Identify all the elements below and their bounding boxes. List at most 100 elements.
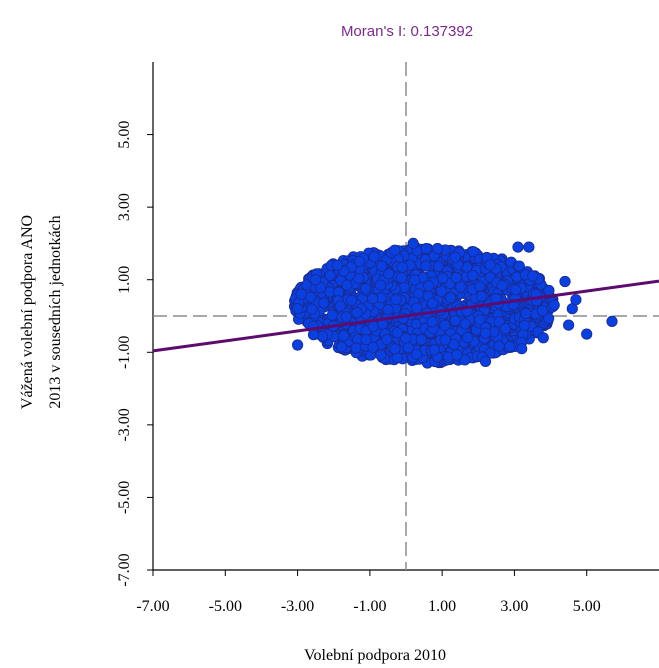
data-point bbox=[367, 320, 379, 332]
y-tick-label: -7.00 bbox=[116, 553, 133, 586]
data-point bbox=[366, 292, 379, 305]
data-point bbox=[513, 260, 525, 272]
data-point bbox=[408, 274, 421, 286]
data-point-outlier bbox=[537, 332, 549, 344]
data-point-outlier bbox=[523, 241, 535, 253]
data-point bbox=[395, 271, 408, 284]
data-point bbox=[439, 319, 451, 331]
data-point-outlier bbox=[570, 294, 582, 306]
data-point bbox=[479, 327, 492, 339]
data-point bbox=[382, 303, 394, 316]
data-point bbox=[331, 259, 343, 271]
data-point bbox=[396, 261, 408, 273]
data-point bbox=[350, 342, 362, 354]
data-point bbox=[467, 246, 479, 258]
data-points bbox=[288, 237, 618, 369]
data-point bbox=[324, 269, 336, 281]
data-point-outlier bbox=[479, 355, 492, 367]
data-point bbox=[402, 342, 414, 354]
data-point bbox=[542, 312, 555, 325]
data-point bbox=[318, 297, 330, 309]
data-point bbox=[449, 251, 461, 263]
data-point bbox=[426, 297, 439, 309]
data-point bbox=[527, 270, 539, 282]
y-tick-label: 1.00 bbox=[116, 266, 133, 294]
data-point bbox=[496, 279, 508, 292]
data-point bbox=[304, 291, 317, 303]
data-point bbox=[368, 251, 380, 263]
y-axis-label: Vážená volební podpora ANO 2013 v soused… bbox=[19, 215, 64, 409]
data-point bbox=[475, 290, 488, 302]
data-point-outlier bbox=[295, 288, 307, 300]
data-point-outlier bbox=[291, 339, 304, 351]
data-point bbox=[439, 334, 451, 346]
data-point bbox=[435, 285, 447, 297]
x-tick-label: -1.00 bbox=[353, 598, 386, 615]
data-point bbox=[459, 318, 471, 330]
data-point-outlier bbox=[548, 299, 560, 311]
data-point bbox=[345, 294, 358, 306]
data-point-outlier bbox=[291, 303, 304, 315]
data-point bbox=[437, 272, 449, 284]
data-point bbox=[499, 322, 511, 335]
x-tick-label: 3.00 bbox=[500, 598, 528, 615]
data-point-outlier bbox=[581, 328, 593, 340]
data-point bbox=[509, 284, 522, 296]
data-point bbox=[543, 284, 555, 297]
data-point bbox=[474, 314, 486, 326]
data-point bbox=[353, 255, 365, 267]
data-point bbox=[367, 341, 379, 353]
data-point-outlier bbox=[309, 274, 322, 286]
data-point-outlier bbox=[562, 319, 575, 331]
data-point bbox=[504, 340, 516, 353]
y-axis-label-line-1: Vážená volební podpora ANO bbox=[19, 215, 36, 409]
data-point bbox=[390, 293, 402, 306]
data-point bbox=[376, 260, 388, 272]
data-point bbox=[389, 343, 401, 355]
data-point bbox=[351, 306, 363, 319]
data-point bbox=[326, 309, 338, 321]
data-point bbox=[338, 330, 350, 342]
data-point bbox=[466, 269, 479, 282]
x-axis-ticks: -7.00 -5.00 -3.00 -1.00 1.00 3.00 5.00 bbox=[136, 570, 601, 615]
data-point bbox=[334, 300, 346, 312]
data-point bbox=[432, 260, 444, 272]
data-point bbox=[306, 303, 318, 315]
data-point bbox=[448, 338, 460, 351]
data-point-outlier bbox=[559, 275, 571, 288]
data-point bbox=[307, 329, 320, 341]
data-point bbox=[444, 292, 457, 304]
chart-title: Moran's I: 0.137392 bbox=[341, 23, 473, 40]
y-axis-ticks: -7.00 -5.00 -3.00 -1.00 1.00 3.00 5.00 bbox=[116, 121, 153, 587]
data-point-outlier bbox=[516, 343, 528, 355]
x-tick-label: 1.00 bbox=[428, 598, 456, 615]
data-point bbox=[420, 243, 432, 255]
y-tick-label: 3.00 bbox=[116, 193, 133, 221]
data-point bbox=[450, 271, 462, 284]
data-point bbox=[374, 279, 387, 291]
data-point bbox=[340, 311, 352, 323]
y-axis-label-line-2: 2013 v sousedních jednotkách bbox=[47, 215, 64, 408]
data-point bbox=[493, 340, 505, 352]
data-point bbox=[415, 333, 427, 346]
y-tick-label: -3.00 bbox=[116, 408, 133, 441]
x-tick-label: -3.00 bbox=[281, 598, 314, 615]
data-point bbox=[484, 259, 496, 271]
data-point bbox=[410, 348, 423, 360]
data-point bbox=[411, 302, 423, 314]
data-point bbox=[431, 242, 444, 255]
data-point bbox=[459, 354, 471, 366]
data-point bbox=[375, 349, 387, 361]
data-point bbox=[474, 280, 486, 292]
data-point bbox=[461, 331, 474, 344]
data-point bbox=[335, 341, 348, 353]
data-point bbox=[341, 279, 353, 291]
x-tick-label: -7.00 bbox=[136, 598, 169, 615]
data-point bbox=[389, 244, 401, 256]
data-point bbox=[520, 307, 532, 320]
data-point bbox=[360, 283, 372, 295]
x-axis-label: Volební podpora 2010 bbox=[304, 647, 446, 664]
data-point bbox=[428, 344, 440, 356]
data-point bbox=[518, 319, 530, 331]
